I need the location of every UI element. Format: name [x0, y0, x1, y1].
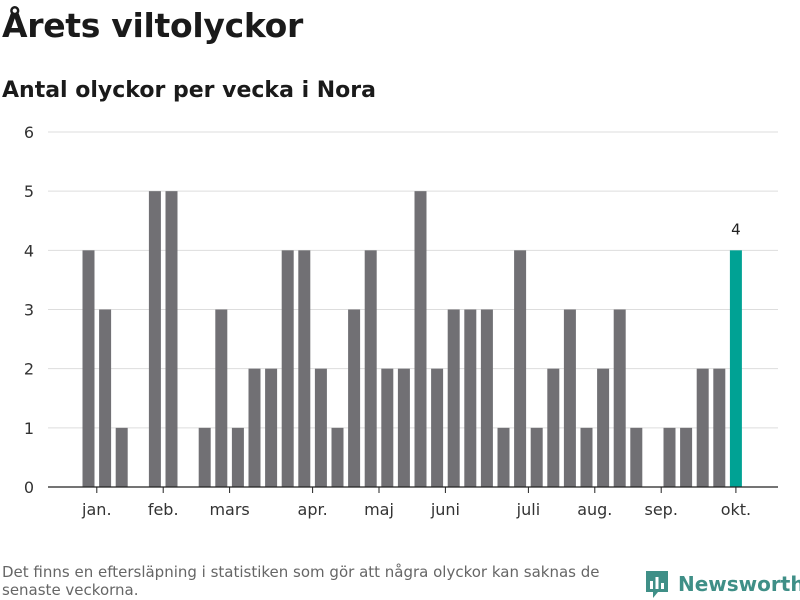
- bar: [115, 427, 128, 487]
- bar: [314, 368, 327, 487]
- bar: [148, 191, 161, 487]
- bar: [231, 427, 244, 487]
- bar: [397, 368, 410, 487]
- bar: [331, 427, 344, 487]
- x-tick-label: juni: [430, 500, 460, 519]
- bar: [431, 368, 444, 487]
- y-tick-label: 4: [24, 241, 34, 260]
- bar: [613, 309, 626, 487]
- y-tick-label: 1: [24, 419, 34, 438]
- bar: [563, 309, 576, 487]
- chart-title: Årets viltolyckor: [2, 6, 303, 45]
- bar: [480, 309, 493, 487]
- bar: [696, 368, 709, 487]
- bar: [165, 191, 178, 487]
- bar: [580, 427, 593, 487]
- bar: [381, 368, 394, 487]
- x-tick-label: aug.: [577, 500, 612, 519]
- bar: [497, 427, 510, 487]
- bar: [215, 309, 228, 487]
- bar: [198, 427, 211, 487]
- y-tick-label: 6: [24, 123, 34, 142]
- bar: [82, 250, 95, 487]
- y-tick-label: 5: [24, 182, 34, 201]
- x-tick-label: maj: [364, 500, 394, 519]
- newsworthy-logo-icon: [646, 571, 668, 598]
- x-tick-label: sep.: [644, 500, 677, 519]
- x-tick-label: feb.: [148, 500, 179, 519]
- bar: [630, 427, 643, 487]
- bar: [597, 368, 610, 487]
- bar: [729, 250, 742, 487]
- y-tick-label: 0: [24, 478, 34, 497]
- y-tick-label: 3: [24, 301, 34, 320]
- bar: [265, 368, 278, 487]
- bar: [248, 368, 261, 487]
- bar: [713, 368, 726, 487]
- bar: [99, 309, 112, 487]
- bar: [680, 427, 693, 487]
- x-tick-label: okt.: [721, 500, 751, 519]
- bar: [298, 250, 311, 487]
- brand: Newsworthy: [644, 569, 800, 599]
- x-tick-label: mars: [209, 500, 249, 519]
- bar: [364, 250, 377, 487]
- footnote: Det finns en eftersläpning i statistiken…: [2, 563, 600, 599]
- x-tick-label: jan.: [81, 500, 111, 519]
- bar: [464, 309, 477, 487]
- brand-name: Newsworthy: [678, 572, 800, 596]
- bar: [348, 309, 361, 487]
- bar: [447, 309, 460, 487]
- y-tick-label: 2: [24, 360, 34, 379]
- chart-subtitle: Antal olyckor per vecka i Nora: [2, 78, 376, 103]
- data-label: 4: [731, 220, 741, 238]
- x-tick-label: apr.: [298, 500, 328, 519]
- bar: [281, 250, 294, 487]
- bar: [514, 250, 527, 487]
- bar: [547, 368, 560, 487]
- bar: [530, 427, 543, 487]
- bar: [414, 191, 427, 487]
- bar: [663, 427, 676, 487]
- x-tick-label: juli: [516, 500, 540, 519]
